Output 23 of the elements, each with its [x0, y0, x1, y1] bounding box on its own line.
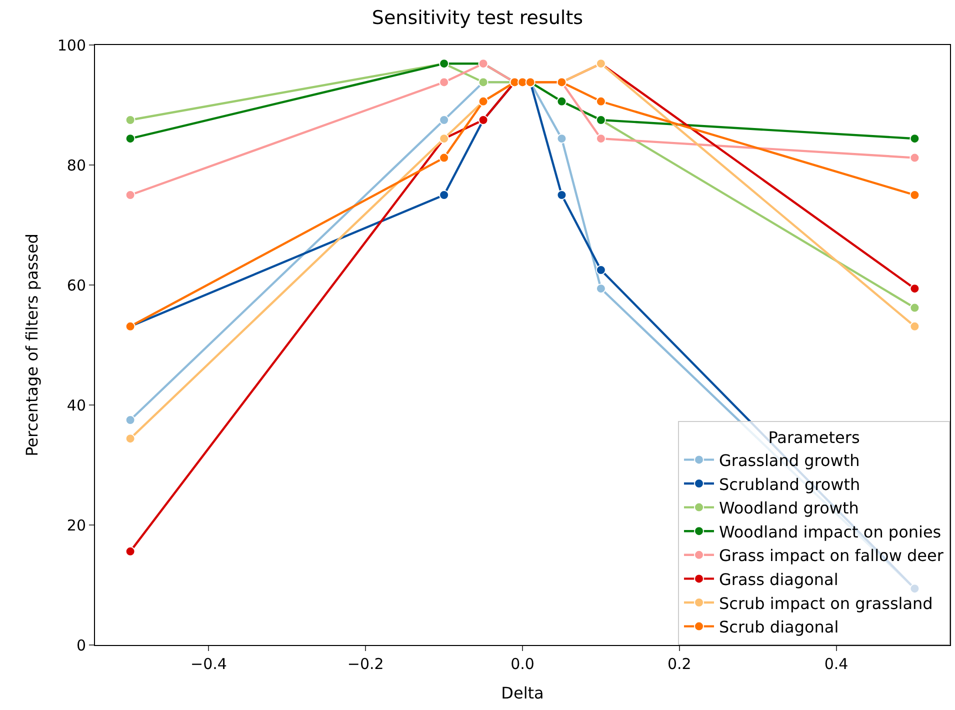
- legend-title: Parameters: [768, 428, 860, 447]
- y-tick-label: 60: [66, 276, 86, 294]
- x-tick-label: 0.2: [667, 655, 692, 673]
- legend-label: Scrub impact on grassland: [719, 594, 933, 613]
- legend-label: Woodland impact on ponies: [719, 522, 942, 542]
- legend-label: Grassland growth: [719, 450, 860, 470]
- y-tick-label: 80: [66, 156, 86, 174]
- x-tick-label: 0.4: [824, 655, 848, 673]
- x-tick-label: −0.2: [347, 655, 384, 673]
- x-tick-label: 0.0: [510, 655, 534, 673]
- chart-title: Sensitivity test results: [372, 6, 584, 29]
- x-axis-title: Delta: [501, 684, 544, 703]
- x-tick-label: −0.4: [190, 655, 227, 673]
- legend-label: Woodland growth: [719, 498, 859, 518]
- y-tick-label: 40: [66, 396, 86, 414]
- y-axis-title: Percentage of filters passed: [22, 234, 42, 456]
- y-tick-label: 0: [76, 636, 86, 654]
- y-tick-label: 100: [57, 36, 86, 54]
- legend-label: Grass impact on fallow deer: [719, 546, 944, 566]
- legend-label: Grass diagonal: [719, 570, 838, 589]
- y-tick-label: 20: [66, 516, 86, 534]
- legend-label: Scrub diagonal: [719, 618, 839, 637]
- legend-label: Scrubland growth: [719, 474, 860, 494]
